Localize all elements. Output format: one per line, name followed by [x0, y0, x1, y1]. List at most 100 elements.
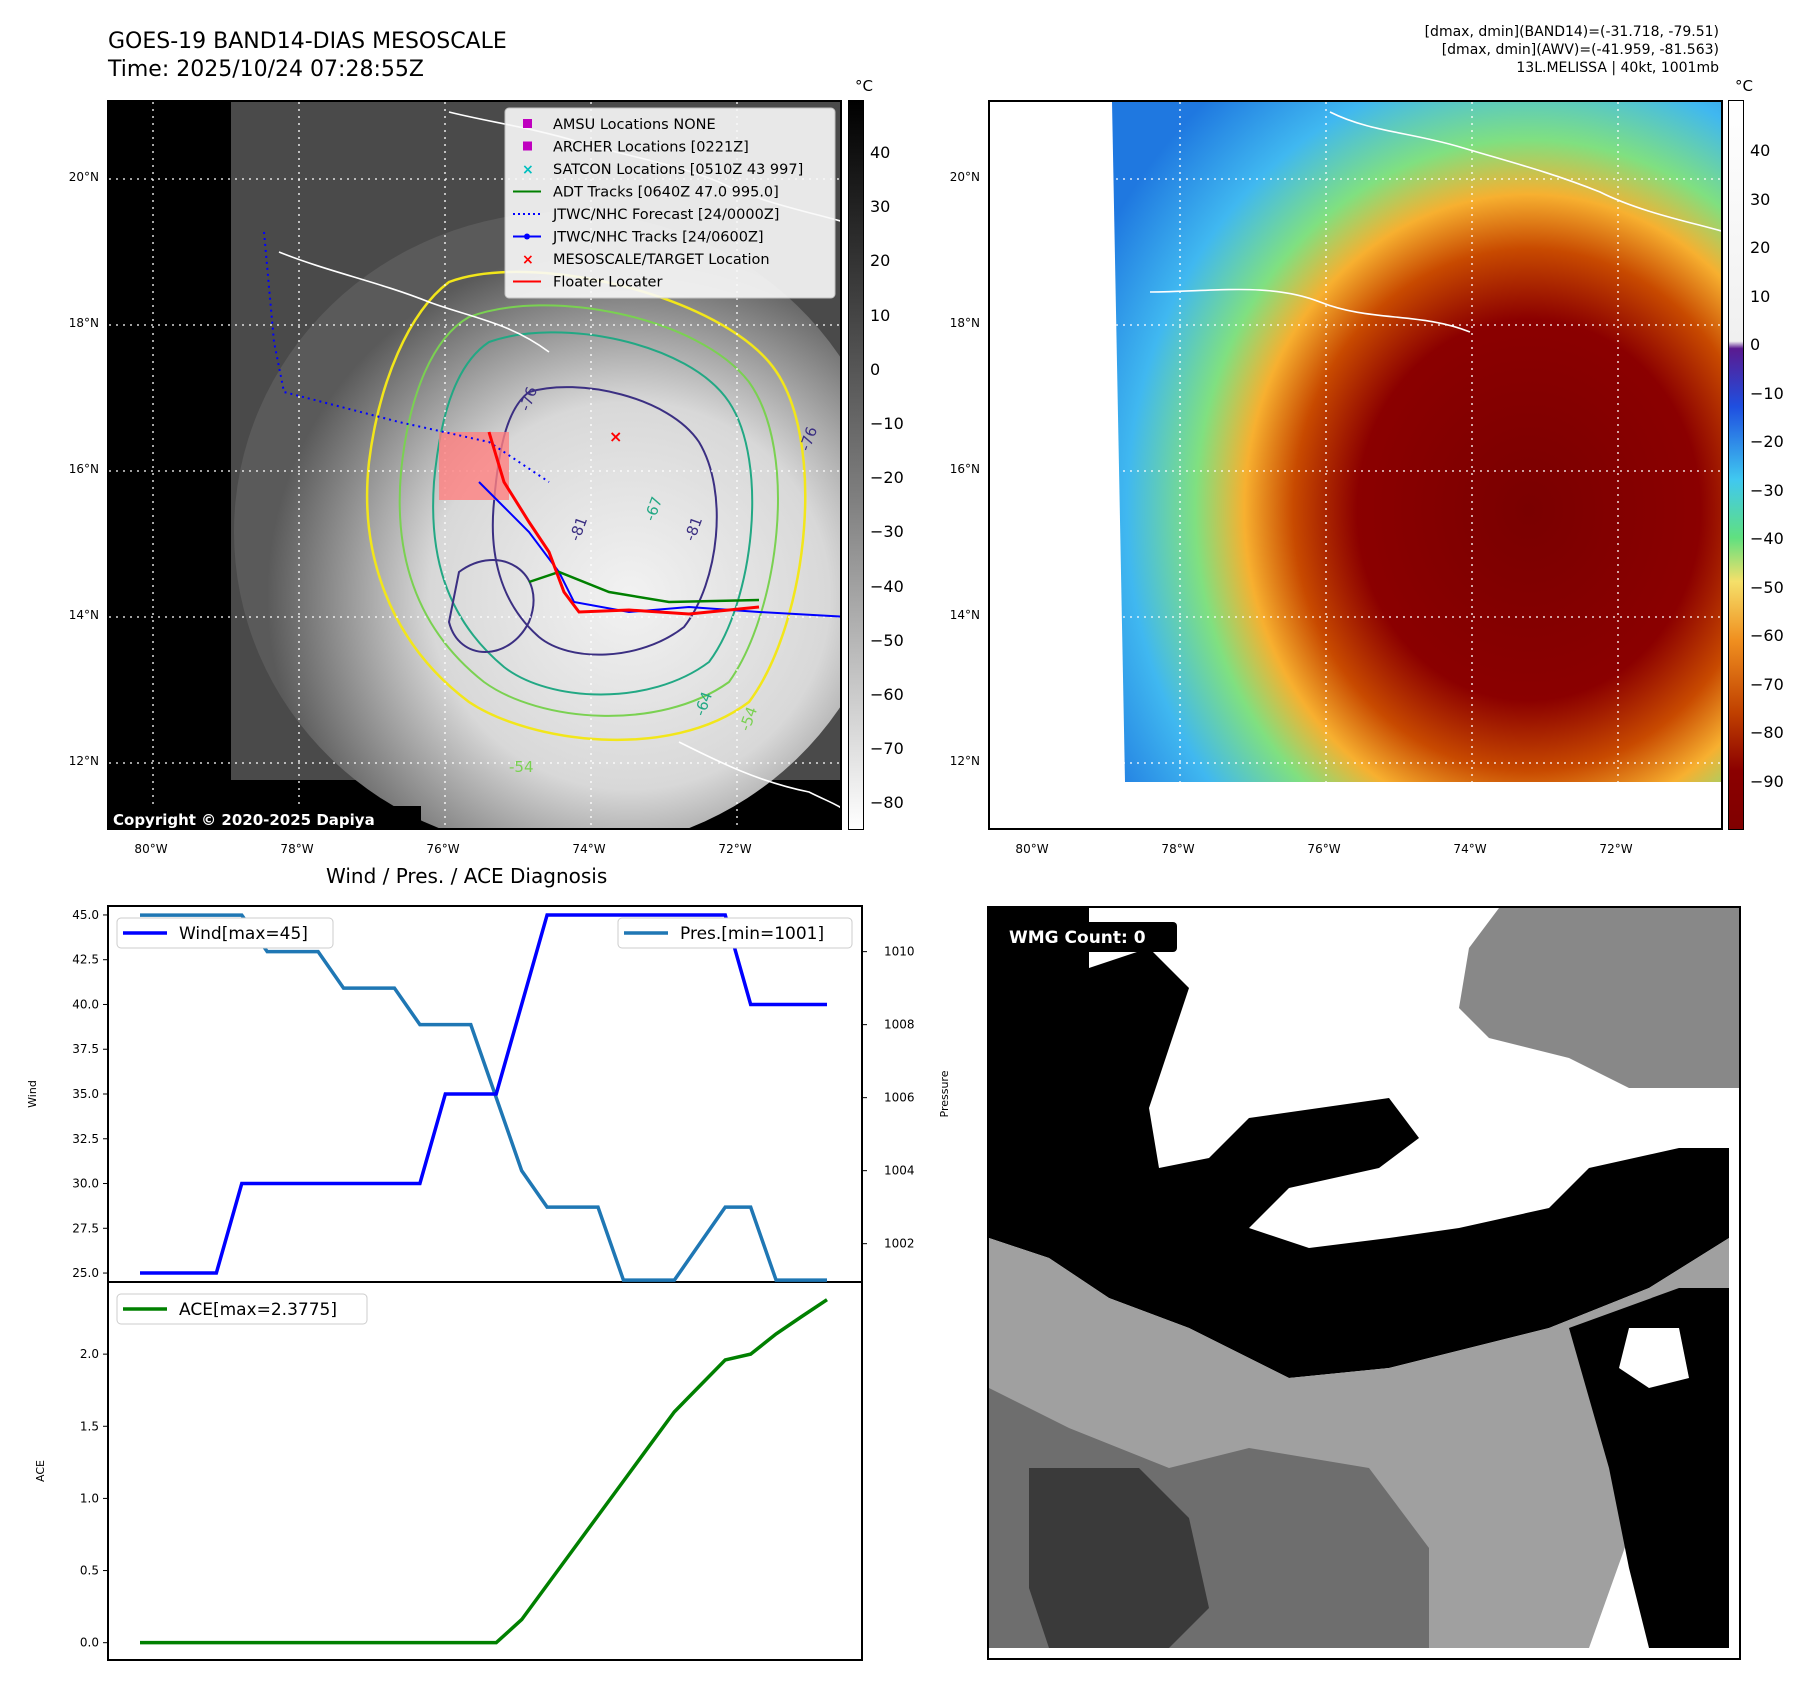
legend-marker — [523, 141, 532, 151]
wmg-gray-region — [1459, 908, 1739, 1088]
legend-marker: × — [522, 252, 534, 268]
lat-label: 18°N — [68, 316, 99, 330]
legend-label: ACE[max=2.3775] — [179, 1300, 337, 1320]
wind-axis-label: Wind — [26, 1080, 39, 1108]
wind-tick-label: 37.5 — [72, 1042, 99, 1056]
contour-teal — [432, 331, 754, 696]
legend-marker: × — [522, 162, 534, 178]
lat-label: 16°N — [949, 462, 980, 476]
wind-tick-label: 45.0 — [72, 908, 99, 922]
pressure-series-line — [140, 913, 827, 1282]
pressure-tick-label: 1008 — [884, 1018, 915, 1032]
storm-info: 13L.MELISSA | 40kt, 1001mb — [1516, 60, 1719, 76]
colorbar-tick-label: 0 — [1750, 335, 1761, 354]
colorbar-tick-label: −30 — [1750, 480, 1784, 500]
pressure-axis-label: Pressure — [938, 1070, 951, 1117]
forecast-track — [263, 231, 550, 483]
lon-label: 78°W — [280, 842, 314, 856]
lat-label: 20°N — [949, 170, 980, 184]
wind-tick-label: 40.0 — [72, 997, 99, 1011]
ace-axes — [107, 1281, 863, 1661]
lon-label: 76°W — [426, 842, 460, 856]
colorbar-tick-label: −40 — [1750, 529, 1784, 548]
wind-pressure-axes — [107, 905, 863, 1283]
colorbar-tick-label: −90 — [1750, 771, 1784, 791]
lat-label: 14°N — [949, 608, 980, 622]
floater-box — [439, 432, 509, 500]
info-band14-range: [dmax, dmin](BAND14)=(-31.718, -79.51) — [1424, 24, 1719, 40]
pressure-tick-label: 1002 — [884, 1237, 915, 1251]
lat-label: 12°N — [68, 754, 99, 768]
awv-map-svg — [990, 102, 1721, 828]
legend-label: ARCHER Locations [0221Z] — [553, 140, 749, 156]
wind-tick-label: 25.0 — [72, 1266, 99, 1280]
colorbar-tick-label: −20 — [870, 468, 904, 488]
info-awv-range: [dmax, dmin](AWV)=(-41.959, -81.563) — [1441, 42, 1719, 58]
lon-label: 72°W — [1599, 842, 1633, 856]
legend-label: SATCON Locations [0510Z 43 997] — [553, 162, 803, 178]
colorbar-tick-label: 10 — [870, 305, 891, 325]
page-title: GOES-19 BAND14-DIAS MESOSCALE — [108, 29, 507, 54]
lat-label: 16°N — [68, 462, 99, 476]
timestamp: Time: 2025/10/24 07:28:55Z — [108, 57, 424, 82]
ace-tick-label: 1.0 — [80, 1491, 99, 1505]
adt-track — [528, 570, 760, 604]
wmg-count: WMG Count: 0 — [1009, 928, 1146, 948]
lon-label: 78°W — [1161, 842, 1195, 856]
lat-label: 14°N — [68, 608, 99, 622]
floater-track — [487, 431, 760, 616]
chart-title: Wind / Pres. / ACE Diagnosis — [326, 864, 608, 888]
colorbar-tick-label: −20 — [1750, 432, 1784, 451]
awv-image-area — [1112, 102, 1721, 782]
colorbar-tick-label: −50 — [870, 630, 904, 650]
wind-tick-label: 35.0 — [72, 1087, 99, 1101]
left-colorbar-unit: °C — [855, 77, 873, 95]
left-colorbar — [848, 100, 864, 830]
legend-marker — [524, 233, 530, 240]
wind-tick-label: 42.5 — [72, 953, 99, 967]
lon-label: 74°W — [572, 842, 606, 856]
ace-tick-label: 0.0 — [80, 1636, 99, 1650]
ace-tick-label: 2.0 — [80, 1347, 99, 1361]
lat-label: 20°N — [68, 170, 99, 184]
wmg-svg: WMG Count: 0 — [989, 908, 1739, 1658]
gridlines — [990, 102, 1721, 828]
colorbar-tick-label: −40 — [870, 576, 904, 596]
colorbar-tick-label: −80 — [870, 793, 904, 813]
legend-label: JTWC/NHC Tracks [24/0600Z] — [552, 230, 764, 246]
colorbar-tick-label: 0 — [870, 359, 881, 379]
wmg-badge — [1001, 922, 1177, 952]
ace-legend — [116, 1293, 368, 1325]
lon-label: 80°W — [1015, 842, 1049, 856]
wind-tick-label: 32.5 — [72, 1132, 99, 1146]
colorbar-tick-label: 40 — [870, 143, 891, 162]
lat-label: 12°N — [949, 754, 980, 768]
colorbar-tick-label: −50 — [1750, 577, 1784, 597]
wmg-panel: WMG Count: 0 — [987, 906, 1741, 1660]
contour-yellow — [365, 270, 807, 742]
contour-label: -54 — [509, 758, 534, 776]
colorbar-tick-label: −10 — [870, 414, 904, 433]
colorbar-tick-label: 20 — [1750, 238, 1771, 257]
coastline-cuba — [1329, 111, 1721, 232]
wmg-black-region — [989, 908, 1729, 1378]
lon-label: 76°W — [1307, 842, 1341, 856]
colorbar-tick-label: −60 — [1750, 626, 1784, 645]
copyright-text: Copyright © 2020-2025 Dapiya — [113, 811, 375, 829]
contour-navy — [491, 386, 718, 656]
legend-label: Pres.[min=1001] — [680, 924, 824, 944]
pressure-tick-label: 1010 — [884, 945, 915, 959]
legend: AMSU Locations NONE ARCHER Locations [022… — [504, 107, 836, 299]
colorbar-tick-label: −30 — [870, 522, 904, 542]
colorbar-tick-label: 40 — [1750, 141, 1771, 160]
ace-tick-label: 1.5 — [80, 1419, 99, 1433]
lat-label: 18°N — [949, 316, 980, 330]
wind-legend — [116, 917, 334, 949]
pressure-tick-label: 1004 — [884, 1164, 915, 1178]
ir-map-panel: × -76 -81 -67 -64 -54 -54 -76 -81 AMSU L… — [107, 100, 842, 830]
colorbar-tick-label: 30 — [1750, 189, 1771, 209]
contour-navy-2 — [447, 559, 535, 653]
colorbar-tick-label: 20 — [870, 251, 891, 271]
wmg-dark-region — [1029, 1468, 1209, 1648]
legend-label: JTWC/NHC Forecast [24/0000Z] — [552, 207, 779, 223]
